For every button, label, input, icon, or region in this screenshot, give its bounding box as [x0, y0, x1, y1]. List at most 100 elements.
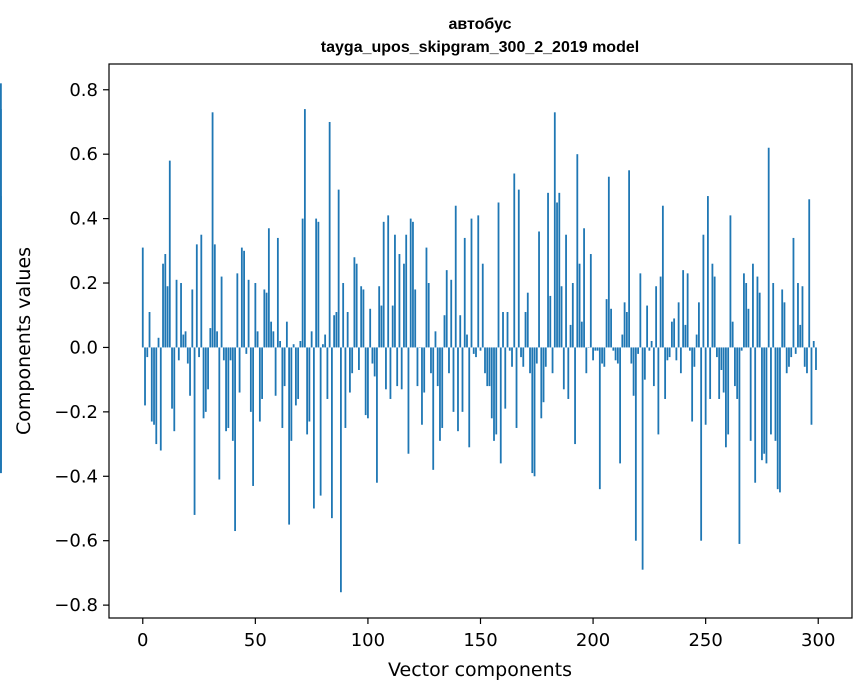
bar-10 — [164, 254, 167, 348]
bar-191 — [571, 283, 574, 348]
bar-15 — [175, 279, 178, 348]
bar-209 — [612, 347, 615, 351]
bar-3 — [148, 312, 151, 348]
bar-undefined — [0, 305, 2, 348]
bar-129 — [432, 347, 435, 470]
bar-112 — [394, 234, 396, 348]
chart-subtitle: tayga_upos_skipgram_300_2_2019 model — [321, 39, 639, 56]
bar-190 — [569, 324, 572, 348]
bar-90 — [344, 347, 347, 428]
bar-223 — [643, 347, 646, 380]
bar-76 — [312, 347, 315, 509]
bar-274 — [758, 292, 761, 348]
bar-162 — [506, 312, 509, 348]
bar-19 — [184, 331, 187, 348]
bar-200 — [592, 347, 594, 361]
bar-145 — [468, 347, 471, 448]
bar-16 — [177, 347, 180, 361]
bar-187 — [562, 347, 565, 390]
bar-218 — [632, 347, 635, 396]
bar-205 — [603, 347, 606, 367]
bar-182 — [551, 347, 554, 374]
bar-68 — [294, 347, 297, 406]
bar-82 — [326, 347, 329, 399]
bar-285 — [783, 302, 786, 348]
bar-287 — [788, 347, 790, 367]
bar-268 — [745, 283, 748, 348]
bar-166 — [515, 347, 518, 428]
bar-65 — [288, 347, 291, 525]
bar-136 — [448, 347, 450, 374]
bar-276 — [763, 347, 766, 454]
bar-62 — [281, 347, 284, 428]
bar-263 — [734, 347, 736, 387]
bar-233 — [666, 347, 669, 361]
bar-201 — [594, 347, 597, 351]
x-tick-label: 200 — [576, 630, 610, 651]
bar-284 — [781, 289, 784, 348]
bar-275 — [761, 347, 763, 461]
bar-84 — [331, 347, 333, 519]
bar-208 — [610, 308, 612, 348]
bar-53 — [261, 347, 263, 399]
bar-167 — [517, 189, 520, 348]
bar-225 — [648, 347, 651, 351]
bar-6 — [155, 347, 158, 445]
bar-286 — [785, 347, 788, 374]
bar-85 — [333, 315, 336, 348]
x-tick-label: 100 — [351, 630, 385, 651]
bar-296 — [808, 199, 811, 348]
bar-109 — [387, 215, 390, 348]
bar-283 — [779, 347, 781, 493]
bar-153 — [486, 347, 489, 387]
bar-25 — [198, 347, 200, 358]
bar-148 — [475, 347, 477, 358]
bar-203 — [598, 347, 601, 490]
bar-176 — [538, 231, 540, 348]
bar-116 — [403, 263, 405, 348]
bar-4 — [150, 347, 153, 422]
bar-180 — [547, 192, 549, 348]
bar-206 — [605, 299, 608, 348]
bar-265 — [738, 347, 741, 544]
bar-219 — [634, 347, 637, 541]
bar-64 — [285, 321, 288, 348]
bar-8 — [159, 347, 162, 451]
bar-120 — [412, 221, 414, 348]
bar-146 — [470, 218, 473, 348]
bar-96 — [358, 347, 360, 370]
bar-155 — [490, 347, 493, 419]
bar-213 — [621, 334, 624, 348]
bar-222 — [641, 347, 644, 570]
bar-69 — [297, 347, 300, 399]
bar-59 — [274, 347, 277, 396]
bar-39 — [229, 347, 232, 361]
bar-92 — [349, 347, 351, 393]
bar-32 — [213, 244, 216, 348]
bar-121 — [414, 289, 417, 348]
bar-247 — [698, 302, 700, 348]
bar-142 — [461, 347, 464, 412]
bar-231 — [661, 205, 664, 348]
plot-frame — [108, 63, 853, 619]
bar-160 — [502, 312, 504, 348]
bar-13 — [171, 347, 173, 409]
bar-264 — [736, 347, 739, 399]
bar-143 — [463, 237, 466, 348]
bar-98 — [362, 289, 365, 348]
bar-259 — [725, 347, 727, 448]
bar-48 — [249, 347, 252, 412]
bar-149 — [477, 215, 480, 348]
bar-71 — [301, 218, 304, 348]
bar-144 — [466, 334, 468, 348]
x-tick-label: 0 — [137, 630, 148, 651]
bar-111 — [391, 305, 394, 348]
bar-217 — [630, 347, 633, 364]
bar-157 — [495, 347, 498, 435]
bar-169 — [522, 347, 525, 367]
bar-36 — [222, 347, 225, 361]
bar-282 — [776, 347, 779, 490]
bar-298 — [812, 341, 815, 348]
bar-248 — [700, 347, 703, 541]
bar-60 — [276, 237, 279, 348]
